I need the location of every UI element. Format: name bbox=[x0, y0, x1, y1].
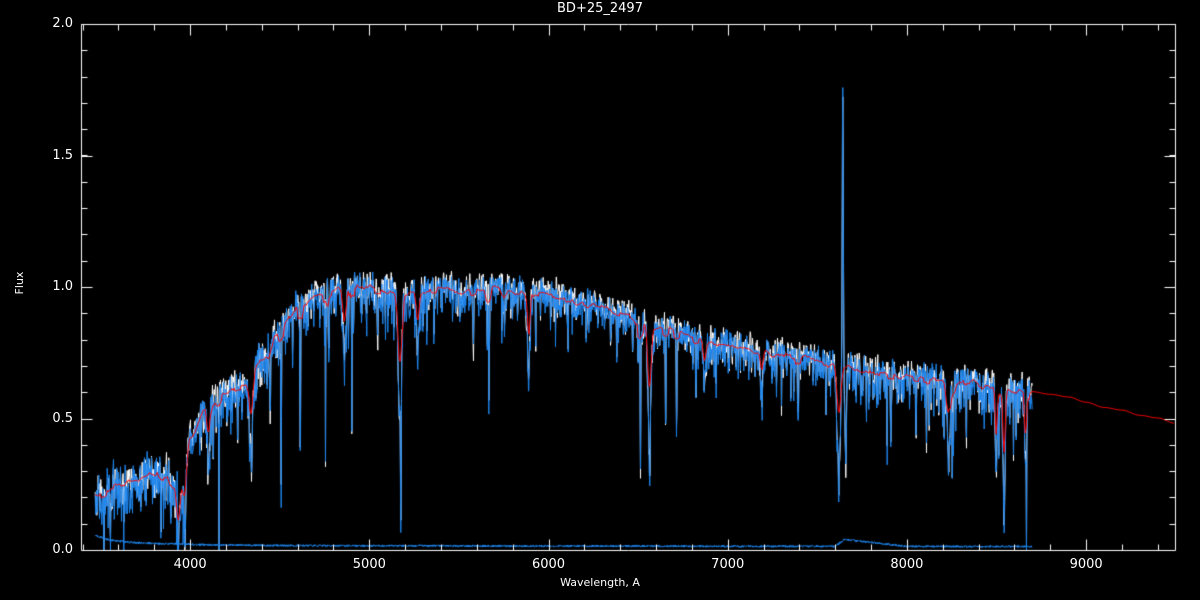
page-title: BD+25_2497 bbox=[557, 1, 643, 16]
x-tick-label: 9000 bbox=[1069, 557, 1103, 572]
x-tick-label: 8000 bbox=[890, 557, 924, 572]
y-tick-label: 1.5 bbox=[52, 147, 73, 163]
x-tick-label: 4000 bbox=[173, 557, 207, 572]
x-tick-label: 5000 bbox=[352, 557, 386, 572]
y-tick-label: 0.5 bbox=[52, 410, 73, 426]
y-tick-label: 2.0 bbox=[52, 16, 73, 31]
x-tick-label: 7000 bbox=[711, 557, 745, 572]
y-tick-label: 0.0 bbox=[52, 542, 73, 557]
y-tick-label: 1.0 bbox=[52, 279, 73, 294]
x-tick-label: 6000 bbox=[531, 557, 566, 572]
x-axis-label: Wavelength, A bbox=[560, 576, 640, 589]
